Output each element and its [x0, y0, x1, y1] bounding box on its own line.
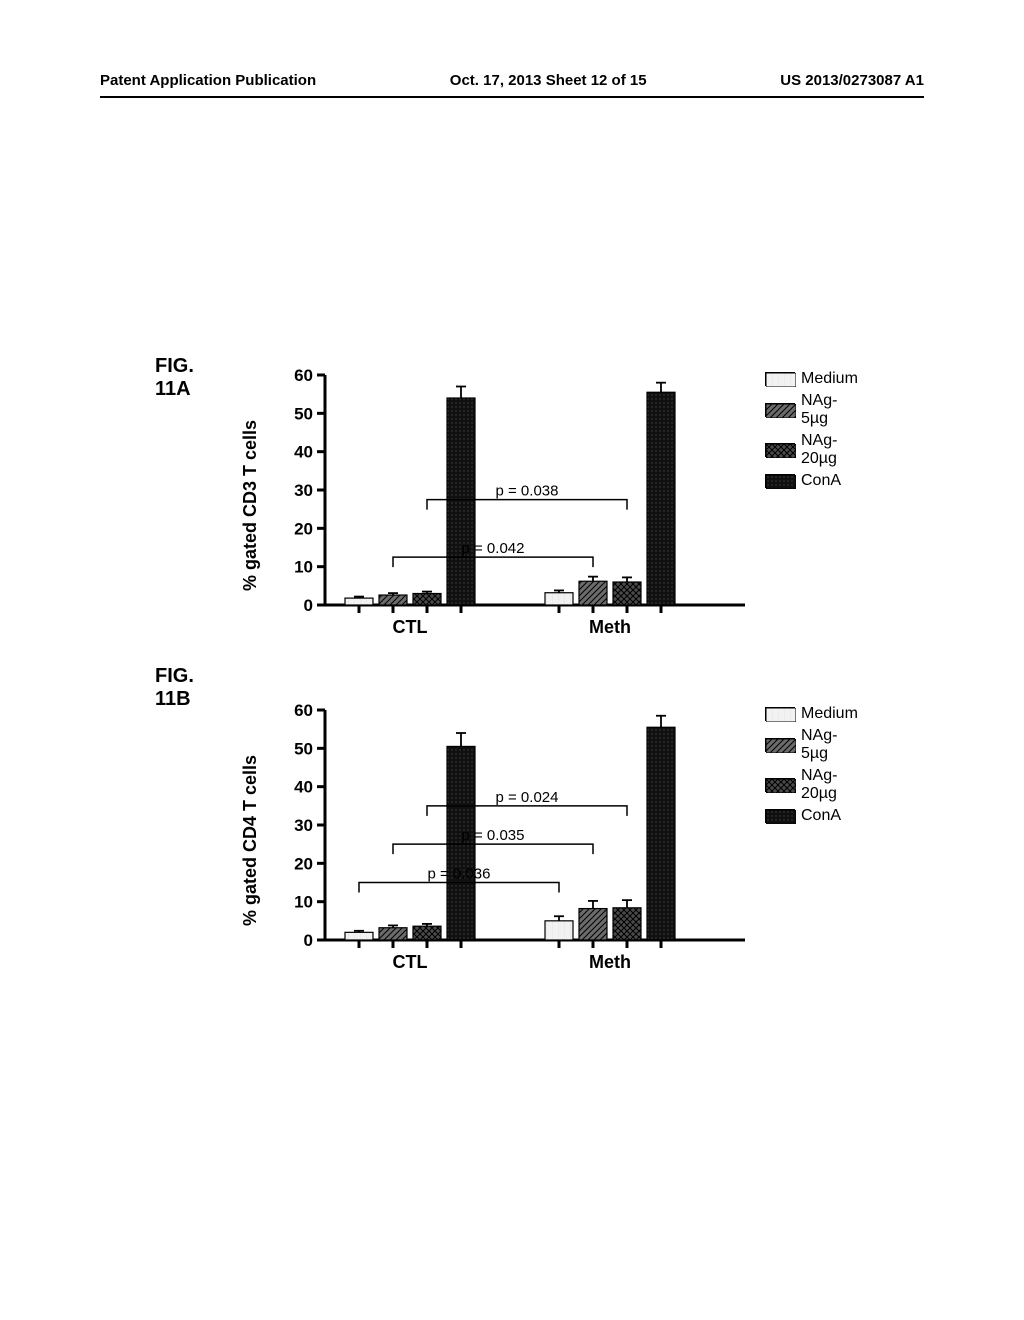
ytick-label: 20 — [294, 854, 313, 873]
bar — [379, 595, 407, 605]
bar — [413, 594, 441, 606]
legend-row: NAg-5µg — [765, 727, 858, 763]
ytick-label: 0 — [304, 931, 313, 950]
ytick-label: 0 — [304, 596, 313, 615]
pvalue-label: p = 0.042 — [462, 540, 525, 557]
bar — [579, 909, 607, 940]
legend-swatch — [765, 443, 795, 457]
legend-swatch — [765, 474, 795, 488]
bar — [345, 598, 373, 605]
legend-swatch — [765, 778, 795, 792]
bar — [379, 928, 407, 940]
legend-label: NAg-5µg — [801, 727, 858, 763]
header-rule — [100, 96, 924, 98]
bar — [545, 921, 573, 940]
figure-label-a: FIG. 11A — [155, 355, 194, 401]
pvalue-label: p = 0.038 — [496, 483, 559, 500]
ytick-label: 60 — [294, 701, 313, 720]
legend-label: NAg-5µg — [801, 392, 858, 428]
pvalue-label: p = 0.035 — [462, 827, 525, 844]
figure-label-b: FIG. 11B — [155, 665, 194, 711]
header-mid: Oct. 17, 2013 Sheet 12 of 15 — [450, 72, 647, 89]
bar — [413, 926, 441, 940]
ytick-label: 60 — [294, 366, 313, 385]
bar — [647, 392, 675, 605]
legend-swatch — [765, 403, 795, 417]
ytick-label: 20 — [294, 519, 313, 538]
header-right: US 2013/0273087 A1 — [780, 72, 924, 89]
yaxis-label-a: % gated CD3 T cells — [240, 420, 261, 591]
legend-swatch — [765, 738, 795, 752]
bar — [579, 581, 607, 605]
legend-row: NAg-20µg — [765, 432, 858, 468]
legend-swatch — [765, 809, 795, 823]
legend-label: Medium — [801, 370, 858, 388]
legend-swatch — [765, 372, 795, 386]
legend-row: NAg-20µg — [765, 767, 858, 803]
legend-label: ConA — [801, 472, 841, 490]
bar — [545, 593, 573, 605]
bar — [345, 932, 373, 940]
legend-label: NAg-20µg — [801, 767, 858, 803]
legend-row: NAg-5µg — [765, 392, 858, 428]
legend-row: ConA — [765, 807, 858, 825]
ytick-label: 50 — [294, 739, 313, 758]
legend-label: ConA — [801, 807, 841, 825]
header-left: Patent Application Publication — [100, 72, 316, 89]
ytick-label: 10 — [294, 558, 313, 577]
bar — [647, 727, 675, 940]
ytick-label: 30 — [294, 816, 313, 835]
legend-label: NAg-20µg — [801, 432, 858, 468]
yaxis-label-b: % gated CD4 T cells — [240, 755, 261, 926]
legend-b: Medium NAg-5µg NAg-20µg ConA — [765, 705, 858, 829]
ytick-label: 50 — [294, 404, 313, 423]
ytick-label: 40 — [294, 443, 313, 462]
legend-swatch — [765, 707, 795, 721]
ytick-label: 40 — [294, 778, 313, 797]
ytick-label: 30 — [294, 481, 313, 500]
xgroup-label: CTL — [393, 952, 428, 972]
bar — [447, 398, 475, 605]
ytick-label: 10 — [294, 893, 313, 912]
chart-svg: 0 10 20 30 40 50 60 p = 0.024 p = 0.035 p = 0.036… — [270, 700, 770, 980]
xgroup-label: Meth — [589, 952, 631, 972]
pvalue-label: p = 0.036 — [428, 866, 491, 883]
chart-svg: 0 10 20 30 40 50 60 p = 0.038 p = 0.042 CTL Meth — [270, 365, 770, 645]
legend-a: Medium NAg-5µg NAg-20µg ConA — [765, 370, 858, 494]
legend-label: Medium — [801, 705, 858, 723]
xgroup-label: CTL — [393, 617, 428, 637]
plot-b: 0 10 20 30 40 50 60 p = 0.024 p = 0.035 p = 0.036… — [270, 700, 770, 980]
page-header: Patent Application Publication Oct. 17, … — [0, 72, 1024, 89]
bar — [613, 908, 641, 940]
legend-row: Medium — [765, 370, 858, 388]
legend-row: Medium — [765, 705, 858, 723]
plot-a: 0 10 20 30 40 50 60 p = 0.038 p = 0.042 CTL Meth — [270, 365, 770, 645]
xgroup-label: Meth — [589, 617, 631, 637]
pvalue-label: p = 0.024 — [496, 789, 559, 806]
bar — [613, 582, 641, 605]
legend-row: ConA — [765, 472, 858, 490]
